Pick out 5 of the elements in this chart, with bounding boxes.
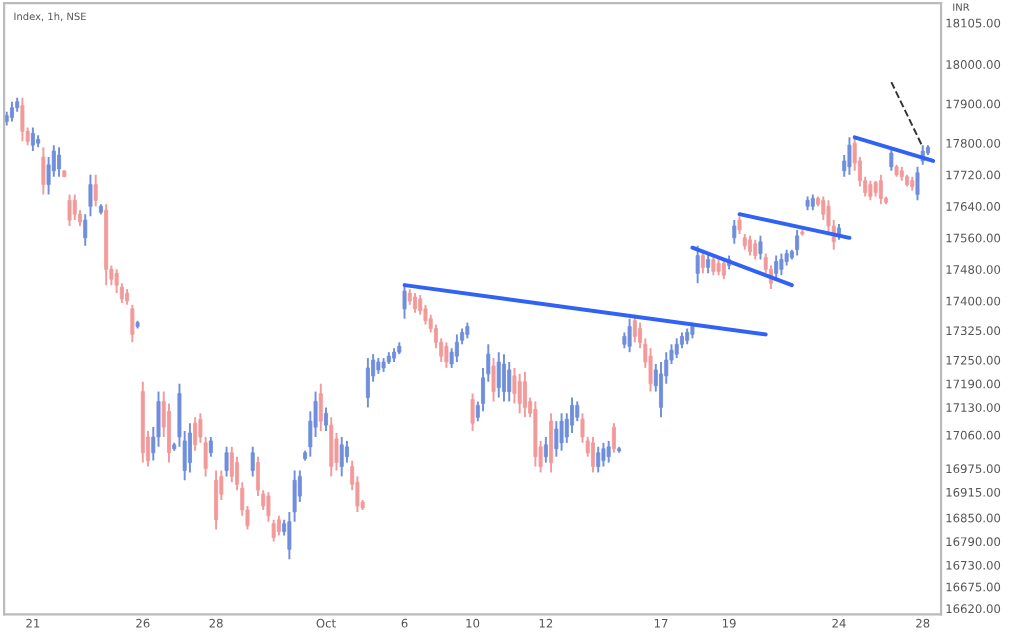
candlestick xyxy=(800,228,805,237)
candlestick xyxy=(915,165,920,202)
candlestick xyxy=(67,193,72,227)
candlestick xyxy=(491,357,496,403)
candlestick xyxy=(381,357,386,373)
